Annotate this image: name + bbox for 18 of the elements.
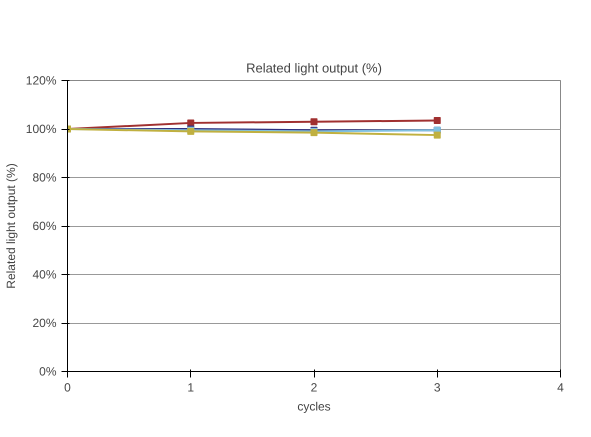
y-tick-label: 100%: [26, 122, 57, 136]
point: [310, 118, 318, 126]
x-tick-label: 2: [310, 380, 318, 394]
x-tick-label: 3: [434, 380, 441, 394]
x-tick-label: 0: [64, 380, 72, 394]
x-tick-label: 1: [187, 380, 194, 394]
y-tick-label: 80%: [32, 170, 57, 184]
y-axis-title: Related light output (%): [4, 163, 18, 289]
y-tick-label: 0%: [39, 364, 57, 378]
point: [434, 132, 441, 139]
x-axis-title: cycles: [297, 400, 331, 414]
y-tick-label: 120%: [26, 74, 57, 88]
chart-title: Related light output (%): [246, 60, 382, 76]
x-tick-label: 4: [557, 380, 564, 394]
point: [434, 117, 441, 124]
y-tick-label: 40%: [32, 268, 57, 282]
y-tick-label: 20%: [32, 316, 57, 330]
y-tick-label: 60%: [32, 219, 57, 233]
